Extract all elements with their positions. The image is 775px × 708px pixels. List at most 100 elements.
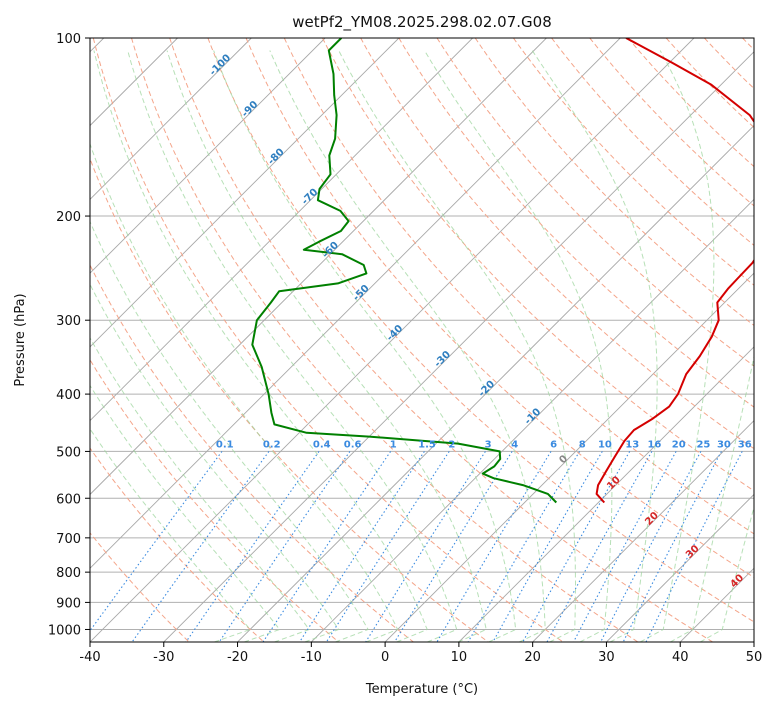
mixing-ratio-label: 6: [550, 439, 557, 450]
plot-frame: [89, 37, 755, 643]
moist-adiabat-line: [531, 50, 658, 642]
mixing-ratio-line: [522, 451, 631, 642]
dry-adiabat-line: [322, 38, 754, 492]
mixing-ratio-label: 0.4: [313, 439, 331, 450]
mixing-ratio-label: 30: [717, 439, 731, 450]
dry-adiabat-line: [245, 38, 754, 578]
mixing-ratio-label: 1.5: [418, 439, 436, 450]
moist-adiabat-line: [90, 220, 369, 642]
mixing-ratio-line: [325, 451, 450, 642]
y-tick-label: 500: [56, 445, 81, 460]
moist-adiabat-line: [166, 50, 487, 642]
dewpoint-profile-line: [251, 38, 558, 504]
mixing-ratio-line: [600, 451, 702, 642]
x-tick-label: -10: [301, 650, 322, 665]
x-tick-label: 40: [672, 650, 689, 665]
isotherm-line: [384, 272, 754, 642]
isotherm-line: [237, 124, 754, 642]
y-tick-label: 100: [56, 32, 81, 47]
mixing-ratio-label: 0.2: [263, 439, 281, 450]
y-axis-label: Pressure (hPa): [13, 293, 28, 386]
dry-adiabat-line: [207, 38, 754, 623]
moist-adiabat-line: [670, 354, 754, 642]
dry-adiabat-line: [436, 38, 754, 367]
isotherm-line: [458, 346, 754, 642]
y-tick-label: 800: [56, 566, 81, 581]
mixing-ratio-line: [467, 451, 581, 642]
mixing-ratio-line: [436, 451, 552, 642]
y-tick-label: 1000: [48, 623, 81, 638]
moist-adiabat-line: [90, 142, 399, 642]
x-tick-label: 30: [598, 650, 615, 665]
x-axis-label: Temperature (°C): [365, 682, 478, 697]
isotherm-line: [90, 38, 400, 348]
isotherm-line: [90, 38, 326, 274]
dry-adiabat-line: [360, 38, 754, 450]
y-tick-label: 400: [56, 388, 81, 403]
moist-adiabat-line: [640, 50, 715, 642]
dry-adiabat-line: [131, 38, 639, 642]
mixing-ratio-label: 20: [672, 439, 686, 450]
moist-adiabat-line: [90, 283, 340, 642]
axes: -40 -30 -20 -10 0 10 20 30 40 5010020030040050060…: [48, 32, 762, 665]
mixing-ratio-line: [546, 451, 653, 642]
moist-adiabat-line: [338, 50, 576, 642]
profile-lines: [251, 38, 754, 504]
mixing-ratio-label: 10: [598, 439, 612, 450]
x-tick-label: 20: [524, 650, 541, 665]
mixing-ratio-line: [218, 451, 351, 642]
mixing-ratio-label: 1: [390, 439, 397, 450]
mixing-ratio-label: 0.1: [216, 439, 234, 450]
isotherm-line: [532, 420, 754, 642]
mixing-ratio-label: 36: [738, 439, 752, 450]
x-tick-label: 50: [746, 650, 763, 665]
moist-adiabat-line: [127, 50, 458, 642]
background-lines: [90, 38, 754, 642]
dry-adiabat-line: [169, 38, 713, 642]
mixing-ratio-label: 25: [696, 439, 710, 450]
dry-adiabat-line: [92, 38, 564, 642]
dry-adiabat-line: [627, 38, 754, 168]
chart-title: wetPf2_YM08.2025.298.02.07.G08: [292, 13, 551, 32]
dry-adiabat-line: [90, 263, 414, 642]
x-tick-label: -30: [153, 650, 174, 665]
x-tick-label: 10: [451, 650, 468, 665]
mixing-ratio-line: [394, 451, 513, 642]
mixing-ratio-line: [573, 451, 677, 642]
mixing-ratio-label: 4: [511, 439, 518, 450]
mixing-ratio-label: 16: [647, 439, 661, 450]
mixing-ratio-line: [90, 451, 223, 632]
mixing-ratio-label: 3: [485, 439, 492, 450]
moist-adiabat-line: [424, 50, 613, 642]
mixing-ratio-line: [492, 451, 603, 642]
isotherm-line: [90, 38, 252, 200]
dry-adiabat-line: [398, 38, 754, 408]
mixing-ratio-label: 13: [625, 439, 639, 450]
x-tick-label: 0: [381, 650, 389, 665]
x-tick-label: -40: [79, 650, 100, 665]
dry-adiabat-line: [512, 38, 754, 286]
y-tick-label: 700: [56, 532, 81, 547]
dry-adiabat-line: [551, 38, 754, 246]
dry-adiabat-line: [90, 447, 265, 642]
moist-adiabat-line: [90, 427, 251, 642]
mixing-ratio-label: 2: [448, 439, 455, 450]
y-tick-label: 600: [56, 492, 81, 507]
moist-adiabat-line: [213, 50, 517, 642]
isotherm-line: [90, 38, 695, 642]
isotherm-line: [606, 493, 754, 642]
moist-adiabat-line: [93, 50, 428, 642]
isotherm-line: [163, 51, 754, 642]
isotherm-line: [90, 38, 621, 569]
moist-adiabat-line: [90, 384, 281, 642]
mixing-ratio-label: 8: [579, 439, 586, 450]
y-tick-label: 300: [56, 314, 81, 329]
y-tick-label: 900: [56, 596, 81, 611]
isotherm-line: [90, 38, 547, 496]
x-tick-label: -20: [227, 650, 248, 665]
y-tick-label: 200: [56, 210, 81, 225]
mixing-ratio-line: [365, 451, 486, 642]
mixing-ratio-label: 0.6: [344, 439, 362, 450]
isotherm-line: [90, 38, 473, 422]
dry-adiabat-line: [283, 38, 754, 535]
